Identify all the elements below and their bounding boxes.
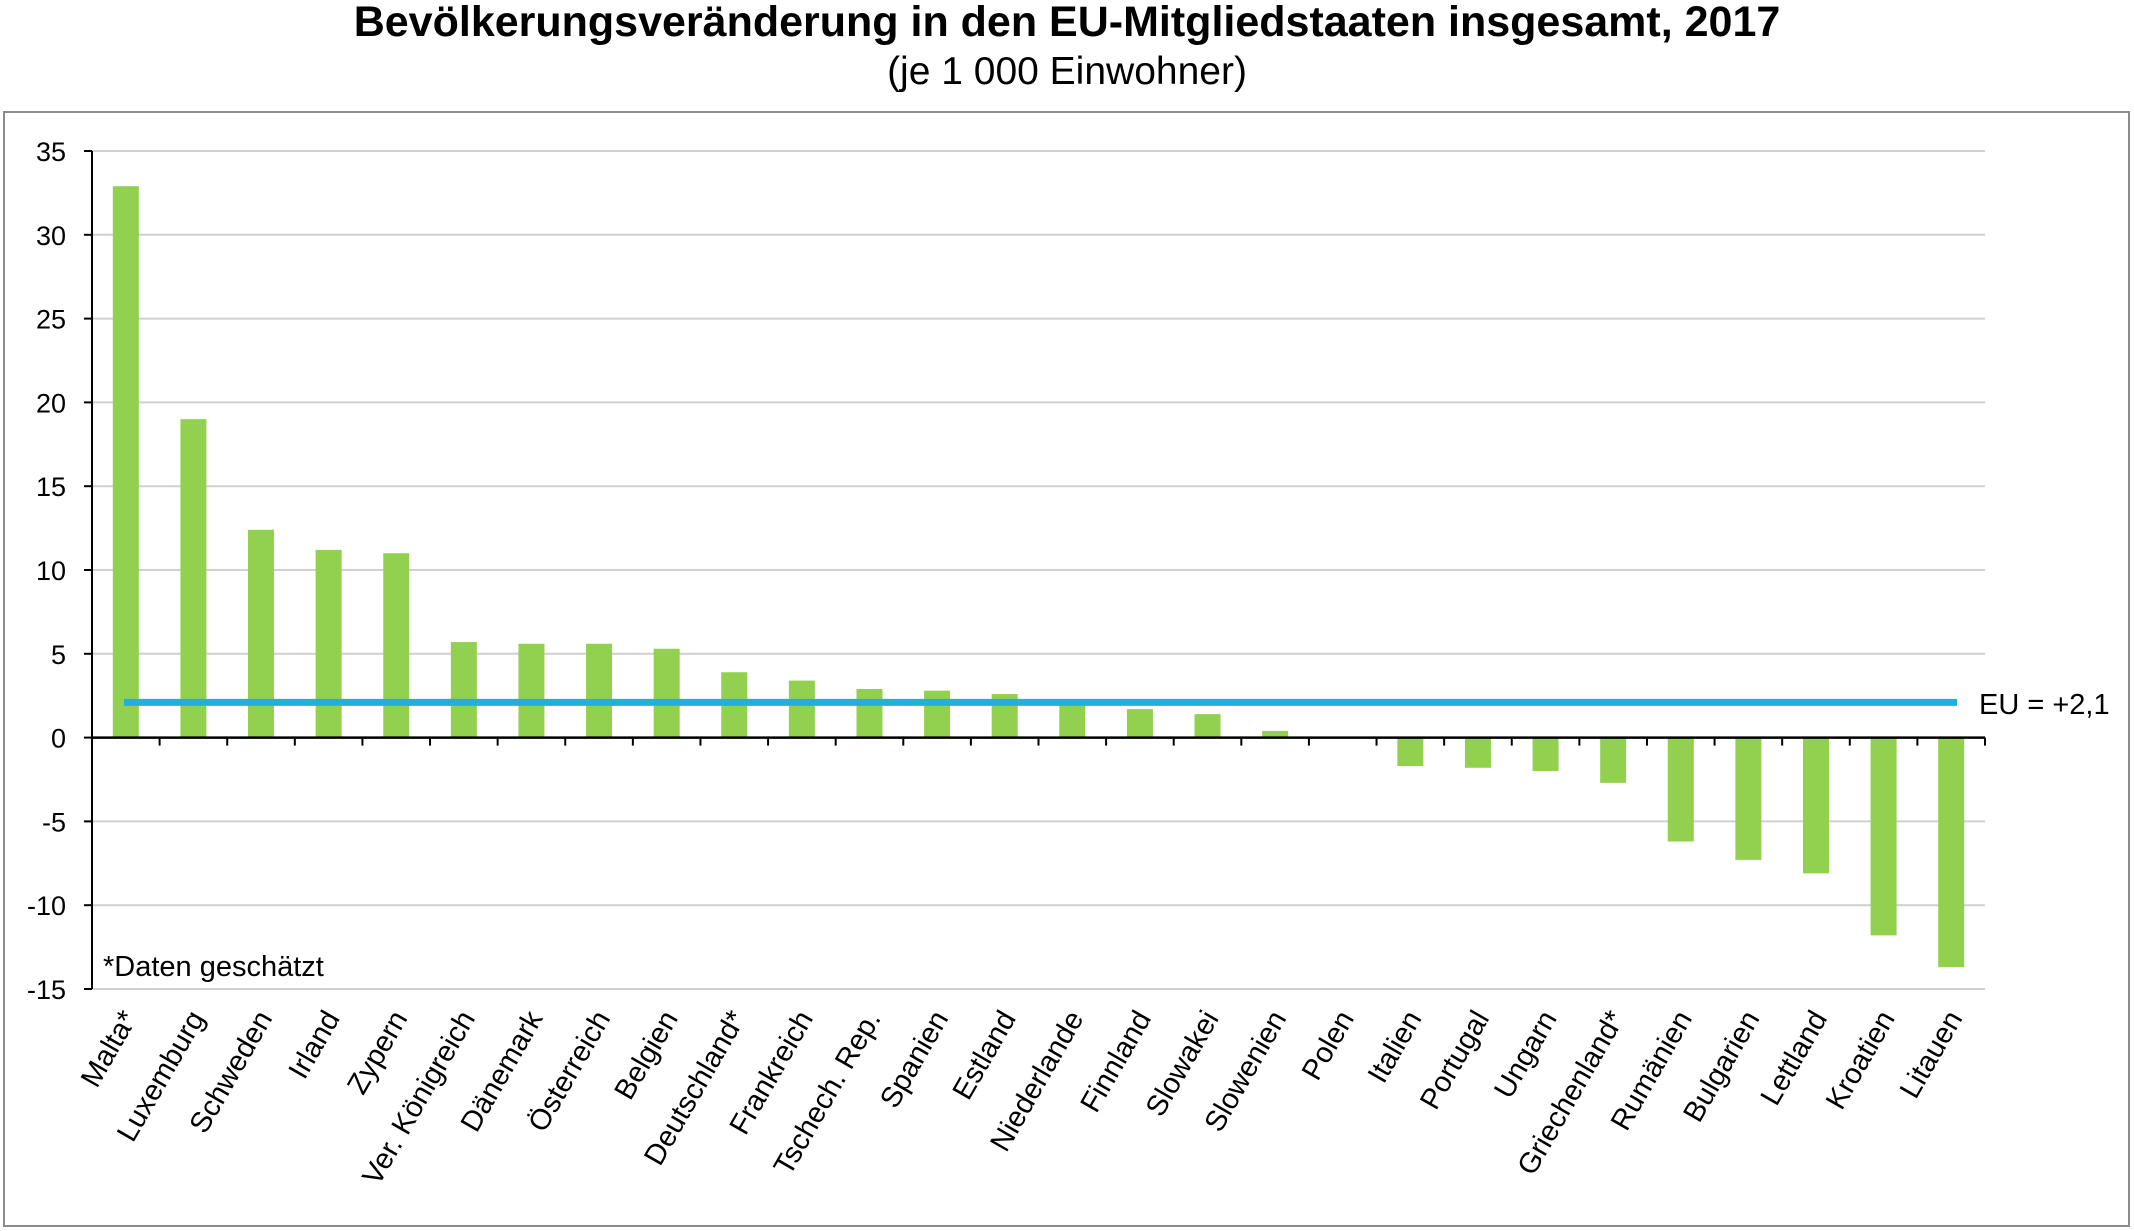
bar bbox=[1059, 702, 1086, 738]
category-label: Ungarn bbox=[1488, 1006, 1563, 1104]
category-label: Litauen bbox=[1894, 1005, 1969, 1103]
bar bbox=[586, 643, 613, 738]
bar bbox=[1194, 714, 1221, 738]
y-tick-label: 30 bbox=[36, 221, 66, 251]
bar bbox=[1735, 737, 1762, 860]
y-tick-label: 0 bbox=[51, 724, 66, 754]
y-tick-label: 5 bbox=[51, 640, 66, 670]
bar bbox=[1667, 737, 1694, 842]
bar bbox=[383, 553, 410, 738]
category-label: Estland bbox=[947, 1006, 1023, 1106]
bar bbox=[653, 648, 680, 738]
y-tick-label: -5 bbox=[42, 807, 66, 837]
category-label: Belgien bbox=[609, 1006, 685, 1106]
bar bbox=[248, 529, 275, 738]
chart-subtitle: (je 1 000 Einwohner) bbox=[887, 50, 1247, 93]
chart-frame bbox=[3, 111, 2130, 1227]
y-tick-label: 35 bbox=[36, 137, 66, 167]
bar bbox=[1397, 737, 1424, 767]
bar bbox=[180, 419, 207, 738]
bar bbox=[924, 690, 951, 738]
y-tick-label: -10 bbox=[27, 891, 66, 921]
bar bbox=[1532, 737, 1559, 772]
bar bbox=[112, 186, 139, 738]
bar bbox=[315, 549, 342, 738]
bar bbox=[1938, 737, 1965, 968]
bars bbox=[112, 186, 1965, 968]
category-label: Irland bbox=[283, 1006, 347, 1085]
reference-line-label: EU = +2,1 bbox=[1979, 689, 2110, 721]
bar bbox=[1262, 730, 1289, 738]
bar bbox=[1802, 737, 1829, 874]
y-tick-label: 10 bbox=[36, 556, 66, 586]
bar bbox=[788, 680, 815, 738]
y-tick-label: 15 bbox=[36, 472, 66, 502]
category-label: Polen bbox=[1296, 1006, 1361, 1086]
bar bbox=[1600, 737, 1627, 783]
category-label: Zypern bbox=[341, 1006, 414, 1100]
y-tick-label: 25 bbox=[36, 305, 66, 335]
bar bbox=[1464, 737, 1491, 768]
chart-title: Bevölkerungsveränderung in den EU-Mitgli… bbox=[353, 0, 1781, 46]
gridlines bbox=[92, 150, 1985, 990]
bar bbox=[518, 643, 545, 738]
category-label: Malta* bbox=[75, 1006, 144, 1093]
bar bbox=[856, 688, 883, 738]
y-tick-label: 20 bbox=[36, 388, 66, 418]
axes bbox=[84, 150, 1986, 990]
bar bbox=[1870, 737, 1897, 936]
bar bbox=[1126, 709, 1153, 738]
category-label: Italien bbox=[1362, 1006, 1428, 1089]
y-tick-labels: 35 30 25 20 15 10 5 0 -5 -10 -15 bbox=[27, 137, 66, 1005]
bar bbox=[450, 642, 477, 738]
footnote: *Daten geschätzt bbox=[103, 951, 324, 983]
y-tick-label: -15 bbox=[27, 975, 66, 1005]
